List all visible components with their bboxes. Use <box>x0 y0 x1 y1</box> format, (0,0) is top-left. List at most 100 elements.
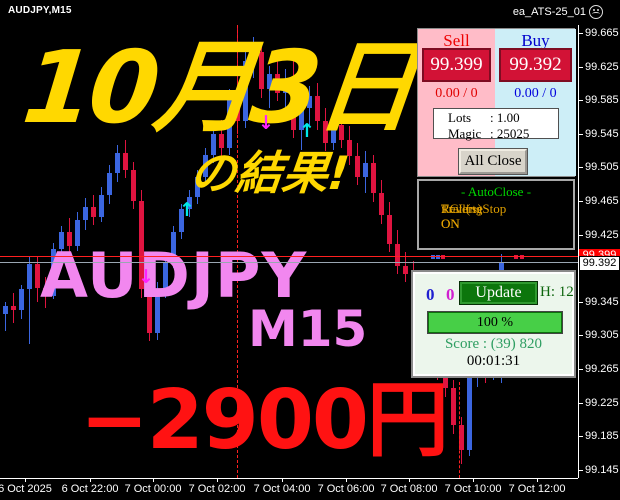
time-tick-label: 7 Oct 00:00 <box>124 483 182 495</box>
candle-body <box>451 388 456 426</box>
count-magenta: 0 <box>446 285 455 304</box>
candle-body <box>35 264 40 288</box>
candle-body <box>75 220 80 246</box>
price-tick-label: 99.425 <box>585 228 619 241</box>
price-tick <box>578 234 583 236</box>
time-tick-label: 6 Oct 22:00 <box>61 483 119 495</box>
time-tick-label: 7 Oct 08:00 <box>380 483 438 495</box>
sell-section: Sell 99.399 0.00 / 0 <box>418 29 495 176</box>
candle-body <box>371 163 376 194</box>
sell-button[interactable]: 99.399 <box>422 48 491 82</box>
time-tick <box>346 478 347 482</box>
candle-body <box>91 206 96 217</box>
candle-body <box>379 193 384 216</box>
vertical-marker-line <box>459 382 460 478</box>
chart-symbol-period-label: AUDJPY,M15 <box>8 5 72 16</box>
buy-button[interactable]: 99.392 <box>499 48 572 82</box>
all-close-button[interactable]: All Close <box>458 148 528 175</box>
candle-body <box>355 156 360 177</box>
candle-body <box>291 82 296 130</box>
candle-wick <box>5 301 6 332</box>
rci-label: RCI (+) <box>441 201 482 216</box>
time-tick-label: 7 Oct 06:00 <box>317 483 375 495</box>
price-tick-label: 99.505 <box>585 161 619 174</box>
time-tick-label: 6 Oct 2025 <box>0 483 52 495</box>
status-panel: 0 0 Update H: 12 100 % Score : (39) 820 … <box>411 270 576 378</box>
overlay-timeframe-text: M15 <box>248 300 368 358</box>
reverse-label: Reverse <box>441 201 483 216</box>
price-tick-label: 99.465 <box>585 195 619 207</box>
price-tick-label: 99.265 <box>585 363 619 375</box>
candle-body <box>307 96 312 108</box>
candle-body <box>315 96 320 122</box>
time-axis-line <box>0 478 578 479</box>
eye-dot <box>597 9 599 11</box>
count-blue: 0 <box>426 285 435 304</box>
candle-body <box>147 289 152 333</box>
price-tick <box>578 369 583 370</box>
time-tick <box>282 478 283 482</box>
eye-dot <box>593 9 595 11</box>
autoclose-panel: - AutoClose - Reverse : ON RCI (+) : ON … <box>417 179 575 250</box>
candle-body <box>187 196 192 210</box>
time-tick-label: 7 Oct 02:00 <box>188 483 246 495</box>
candle-body <box>259 52 264 90</box>
candle-body <box>67 232 72 246</box>
sell-label: Sell <box>443 31 470 50</box>
progress-bar: 100 % <box>427 311 563 334</box>
candle-wick <box>29 255 30 344</box>
sad-face-icon[interactable] <box>589 5 603 19</box>
candle-body <box>299 107 304 130</box>
price-tick-label: 99.185 <box>585 430 619 443</box>
candle-body <box>131 169 136 201</box>
time-tick <box>153 478 154 482</box>
rci-value: : ON <box>441 201 460 231</box>
price-tick <box>578 301 583 303</box>
buy-stats: 0.00 / 0 <box>514 86 557 101</box>
candle-body <box>179 209 184 233</box>
up-arrow-icon: ↑ <box>299 120 315 142</box>
candle-body <box>19 289 24 311</box>
candle-body <box>227 96 232 149</box>
candle-body <box>443 371 448 389</box>
sell-stats: 0.00 / 0 <box>435 86 478 101</box>
time-tick <box>537 478 538 482</box>
autoclose-row-rci: RCI (+) : ON <box>419 201 482 231</box>
price-tick <box>578 201 583 202</box>
price-tick-label: 99.545 <box>585 127 619 140</box>
autoclose-row-trailingstop: TrailingStop : ON <box>419 201 506 231</box>
time-tick <box>90 478 91 482</box>
bid-price-box: 99.392 <box>579 256 620 271</box>
trailingstop-label: TrailingStop <box>441 201 507 216</box>
update-button[interactable]: Update <box>459 281 538 305</box>
overlay-result-text: の結果! <box>187 146 352 200</box>
candle-body <box>3 306 8 315</box>
price-tick-label: 99.145 <box>585 463 619 476</box>
candle-body <box>163 262 168 291</box>
price-tick <box>578 100 583 102</box>
hours-label: H: 12 <box>540 284 574 300</box>
time-tick-label: 7 Oct 10:00 <box>444 483 502 495</box>
up-arrow-icon: ↑ <box>179 199 195 221</box>
chart-canvas[interactable]: ↑ ↓ ↓ ↑ 10月3日 の結果! AUDJPY M15 −2900円 <box>0 0 578 478</box>
candle-body <box>347 139 352 157</box>
time-tick-label: 7 Oct 12:00 <box>508 483 566 495</box>
price-tick-label: 99.625 <box>585 60 619 73</box>
candle-body <box>155 290 160 333</box>
candle-body <box>459 425 464 451</box>
candle-body <box>387 215 392 244</box>
price-tick <box>578 33 583 34</box>
candle-body <box>395 243 400 266</box>
candle-body <box>99 195 104 217</box>
candle-body <box>339 124 344 140</box>
score-label: Score : (39) 820 <box>444 336 543 352</box>
time-tick-label: 7 Oct 04:00 <box>253 483 311 495</box>
lots-magic-box: Lots : 1.00 Magic : 25025 <box>433 108 559 141</box>
candle-body <box>115 153 120 174</box>
candle-body <box>211 133 216 155</box>
price-tick <box>578 436 583 438</box>
price-tick <box>578 133 583 135</box>
candle-body <box>11 306 16 311</box>
candle-body <box>139 201 144 290</box>
lots-value: : 1.00 <box>490 110 520 125</box>
